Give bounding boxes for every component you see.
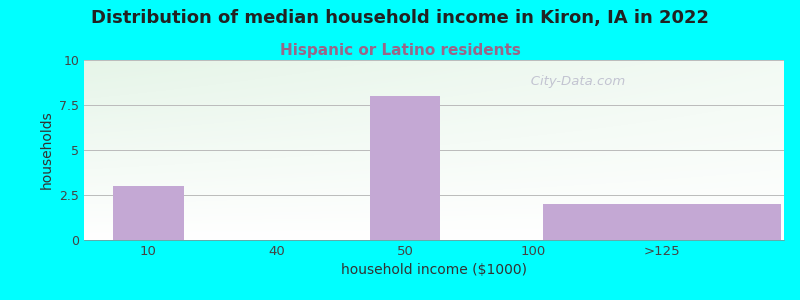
X-axis label: household income ($1000): household income ($1000) <box>341 263 527 278</box>
Text: Distribution of median household income in Kiron, IA in 2022: Distribution of median household income … <box>91 9 709 27</box>
Bar <box>370 96 441 240</box>
Bar <box>543 204 781 240</box>
Text: City-Data.com: City-Data.com <box>518 75 626 88</box>
Text: Hispanic or Latino residents: Hispanic or Latino residents <box>279 44 521 59</box>
Bar <box>113 186 183 240</box>
Y-axis label: households: households <box>39 111 54 189</box>
